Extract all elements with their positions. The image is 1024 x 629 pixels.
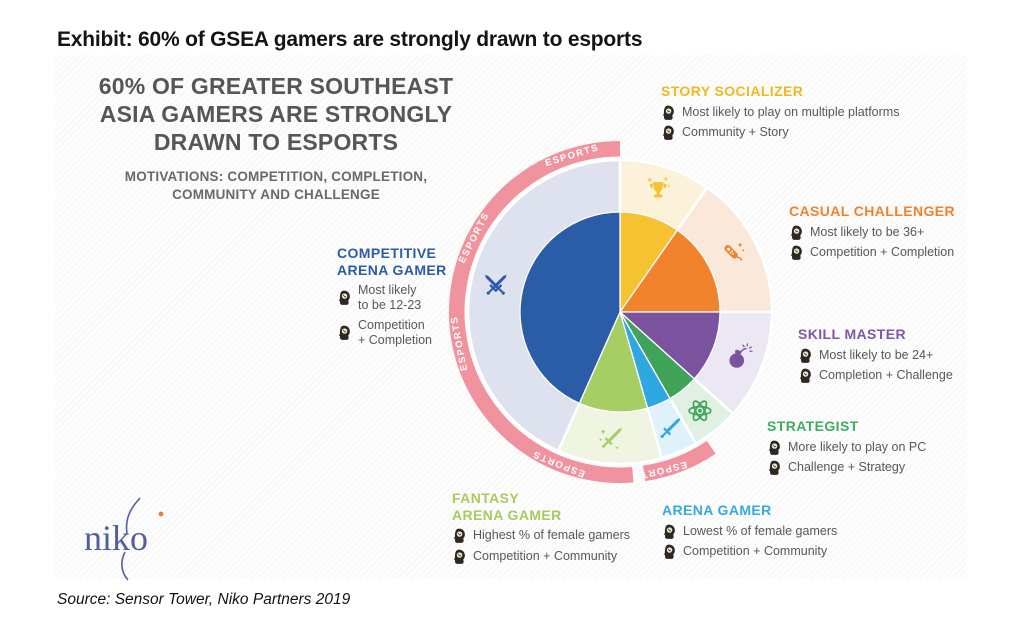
persona-bullet-text: Competition + Community: [683, 544, 828, 559]
persona-skill-master: SKILL MASTER Most likely to be 24+ Compl…: [798, 326, 1018, 384]
thinking-head-icon: [662, 544, 676, 560]
crossed-swords-icon: [484, 274, 507, 295]
logo-arc-bottom: [121, 551, 129, 581]
game-remote-icon: [724, 242, 745, 261]
persona-title: FANTASY ARENA GAMER: [452, 490, 562, 523]
persona-title: STRATEGIST: [767, 418, 859, 434]
persona-bullet: More likely to play on PC: [767, 440, 997, 456]
persona-bullet-text: Most likely to be 12-23: [358, 283, 422, 313]
persona-bullet-text: Most likely to be 36+: [810, 224, 925, 239]
persona-bullet-text: More likely to play on PC: [788, 439, 927, 454]
persona-bullet-text: Lowest % of female gamers: [683, 523, 838, 538]
persona-title: SKILL MASTER: [798, 326, 906, 342]
logo-dot: [158, 511, 164, 517]
persona-strategist: STRATEGIST More likely to play on PC Cha…: [767, 418, 997, 476]
persona-bullet: Competition + Completion: [789, 245, 1009, 261]
persona-bullet: Lowest % of female gamers: [662, 524, 922, 540]
persona-bullet: Competition + Completion: [337, 318, 472, 348]
persona-bullet-text: Competition + Completion: [358, 318, 432, 348]
persona-bullet-text: Challenge + Strategy: [788, 460, 906, 475]
esports-arc: [642, 440, 716, 482]
persona-bullet: Most likely to be 24+: [798, 348, 1018, 364]
magic-sword-icon: [598, 427, 622, 450]
thinking-head-icon: [767, 440, 781, 456]
thinking-head-icon: [661, 105, 675, 121]
infographic-subheadline: MOTIVATIONS: COMPETITION, COMPLETION, CO…: [124, 169, 428, 203]
thinking-head-icon: [337, 290, 351, 306]
logo-wordmark: niko: [84, 518, 148, 558]
persona-bullet: Completion + Challenge: [798, 368, 1018, 384]
thinking-head-icon: [661, 125, 675, 141]
pie-inner-segment-competitive-arena-gamer: [519, 211, 621, 405]
pie-inner-segment-fantasy-arena-gamer: [578, 310, 649, 413]
persona-bullet: Challenge + Strategy: [767, 460, 997, 476]
persona-bullet-text: Completion + Challenge: [819, 368, 953, 383]
persona-bullet-text: Competition + Community: [473, 548, 618, 563]
persona-bullet-text: Most likely to be 24+: [819, 347, 934, 362]
persona-casual-challenger: CASUAL CHALLENGER Most likely to be 36+ …: [789, 203, 1009, 261]
persona-bullet-text: Community + Story: [682, 125, 789, 140]
persona-bullet: Competition + Community: [662, 544, 922, 560]
thinking-head-icon: [798, 368, 812, 384]
thinking-head-icon: [452, 549, 466, 565]
infographic-headline: 60% OF GREATER SOUTHEAST ASIA GAMERS ARE…: [98, 73, 454, 156]
exhibit-title: Exhibit: 60% of GSEA gamers are strongly…: [57, 28, 643, 52]
persona-competitive-arena-gamer: COMPETITIVE ARENA GAMER Most likely to b…: [337, 245, 472, 348]
persona-fantasy-arena-gamer: FANTASY ARENA GAMER Highest % of female …: [452, 490, 652, 564]
persona-bullet: Most likely to be 36+: [789, 225, 1009, 241]
thinking-head-icon: [767, 460, 781, 476]
persona-title: CASUAL CHALLENGER: [789, 203, 955, 219]
sword-icon: [660, 418, 681, 438]
thinking-head-icon: [798, 348, 812, 364]
pie-inner-segment-skill-master: [618, 311, 721, 380]
persona-arena-gamer: ARENA GAMER Lowest % of female gamers Co…: [662, 502, 922, 560]
thinking-head-icon: [452, 528, 466, 544]
persona-story-socializer: STORY SOCIALIZER Most likely to play on …: [661, 83, 961, 141]
persona-bullet: Community + Story: [661, 125, 961, 141]
niko-logo: niko: [78, 494, 188, 584]
persona-bullet-text: Most likely to play on multiple platform…: [682, 104, 900, 119]
esports-pie-chart: ESPORTS ESPORTS ESPORTS ESPORTS ESPORTS: [442, 134, 798, 490]
source-note: Source: Sensor Tower, Niko Partners 2019: [57, 591, 351, 608]
thinking-head-icon: [789, 225, 803, 241]
atom-icon: [688, 400, 712, 422]
thinking-head-icon: [662, 524, 676, 540]
trophy-sparkles-icon: [647, 176, 671, 198]
pie-inner-segment-casual-challenger: [618, 229, 721, 313]
persona-bullet-text: Highest % of female gamers: [473, 528, 631, 543]
thinking-head-icon: [789, 245, 803, 261]
persona-title: ARENA GAMER: [662, 502, 772, 518]
persona-bullet-text: Competition + Completion: [810, 245, 955, 260]
persona-bullet: Highest % of female gamers: [452, 528, 652, 544]
bomb-icon: [729, 343, 753, 368]
logo-arc-top: [125, 497, 141, 535]
persona-bullet: Competition + Community: [452, 549, 652, 565]
persona-bullet: Most likely to play on multiple platform…: [661, 105, 961, 121]
persona-title: STORY SOCIALIZER: [661, 83, 804, 99]
persona-bullet: Most likely to be 12-23: [337, 283, 472, 313]
thinking-head-icon: [337, 325, 351, 341]
persona-title: COMPETITIVE ARENA GAMER: [337, 245, 447, 278]
